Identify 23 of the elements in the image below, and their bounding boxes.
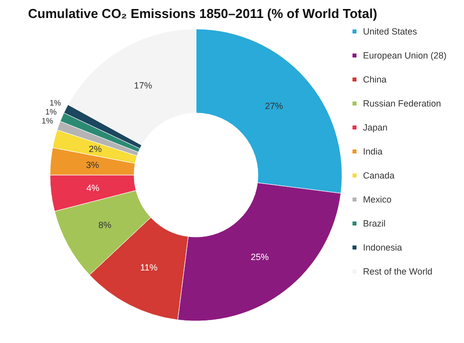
data-label: 2%	[88, 144, 102, 154]
data-label: 3%	[86, 160, 99, 170]
legend-label: Japan	[363, 122, 388, 132]
data-label: 1%	[42, 116, 54, 126]
legend-label: Canada	[363, 170, 395, 180]
data-label: 8%	[98, 220, 112, 230]
legend-label: Rest of the World	[363, 266, 432, 276]
data-label: 17%	[134, 80, 152, 90]
legend-label: China	[363, 74, 387, 84]
data-label: 1%	[49, 98, 61, 108]
legend-label: United States	[363, 26, 418, 36]
data-label: 11%	[140, 262, 158, 273]
data-label: 27%	[265, 101, 284, 112]
legend-label: Indonesia	[363, 242, 402, 252]
data-label: 1%	[45, 107, 57, 116]
legend-label: Mexico	[363, 194, 392, 204]
data-label: 4%	[86, 183, 100, 194]
legend-label: European Union (28)	[363, 50, 447, 60]
legend-label: Brazil	[363, 218, 386, 228]
legend-label: Russian Federation	[363, 98, 442, 108]
legend-label: India	[363, 146, 383, 156]
data-label: 25%	[250, 252, 269, 262]
chart-title: Cumulative CO₂ Emissions 1850–2011 (% of World Total)	[28, 6, 378, 21]
